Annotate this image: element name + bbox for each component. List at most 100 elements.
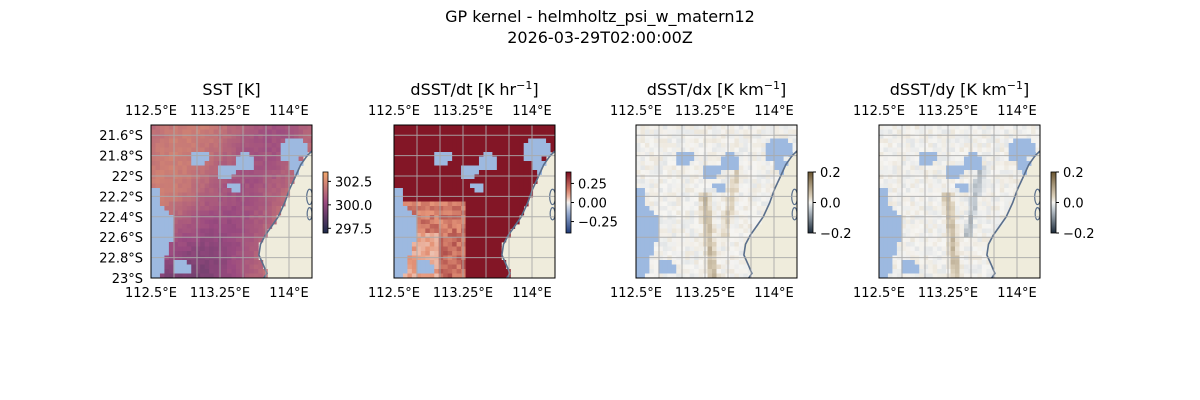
heatmap-cell: [456, 201, 462, 207]
island: [306, 207, 312, 221]
heatmap-cell: [398, 215, 404, 220]
heatmap-cell: [712, 143, 717, 148]
heatmap-cell: [258, 179, 264, 184]
heatmap-cell: [698, 210, 704, 216]
heatmap-cell: [182, 269, 188, 274]
heatmap-cell: [892, 174, 898, 180]
heatmap-cell: [896, 201, 902, 207]
heatmap-cell: [941, 273, 947, 278]
heatmap-cell: [227, 224, 232, 229]
heatmap-cell: [919, 246, 925, 252]
heatmap-cell: [227, 197, 232, 202]
heatmap-cell: [177, 264, 183, 270]
heatmap-cell: [177, 201, 183, 207]
heatmap-cell: [528, 138, 534, 144]
heatmap-cell: [209, 210, 215, 216]
heatmap-cell: [680, 192, 686, 198]
heatmap-cell: [514, 206, 520, 211]
heatmap-cell: [743, 170, 749, 175]
heatmap-cell: [452, 170, 458, 175]
heatmap-cell: [649, 215, 655, 220]
heatmap-cell: [443, 179, 449, 184]
heatmap-cell: [173, 228, 179, 234]
heatmap-cell: [738, 224, 744, 229]
heatmap-cell: [394, 174, 399, 180]
heatmap-cell: [411, 143, 417, 148]
heatmap-cell: [478, 206, 484, 211]
heatmap-cell: [658, 237, 664, 243]
heatmap-cell: [963, 260, 969, 265]
heatmap-cell: [928, 174, 934, 180]
heatmap-cell: [694, 161, 700, 166]
heatmap-cell: [640, 161, 646, 166]
heatmap-cell: [716, 233, 722, 238]
heatmap-cell: [729, 174, 735, 180]
heatmap-cell: [402, 161, 408, 166]
heatmap-cell: [244, 134, 250, 139]
heatmap-cell: [151, 273, 156, 278]
heatmap-cell: [667, 273, 673, 278]
heatmap-cell: [986, 165, 992, 171]
heatmap-cell: [186, 143, 192, 148]
heatmap-cell: [950, 269, 956, 274]
heatmap-cell: [1013, 156, 1019, 162]
heatmap-cell: [883, 233, 889, 238]
heatmap-cell: [523, 183, 529, 189]
heatmap-cell: [519, 129, 525, 135]
heatmap-cell: [191, 192, 197, 198]
heatmap-cell: [981, 269, 987, 274]
heatmap-cell: [1013, 183, 1019, 189]
x-tick-label-top: 112.5°E: [610, 104, 662, 119]
heatmap-cell: [676, 233, 682, 238]
heatmap-cell: [703, 129, 708, 135]
heatmap-cell: [986, 188, 992, 193]
heatmap-cell: [177, 233, 183, 238]
heatmap-cell: [972, 210, 978, 216]
heatmap-cell: [977, 246, 983, 252]
heatmap-cell: [398, 273, 404, 278]
heatmap-cell: [720, 201, 726, 207]
heatmap-cell: [995, 129, 1001, 135]
heatmap-cell: [447, 228, 453, 234]
heatmap-cell: [716, 192, 722, 198]
heatmap-cell: [434, 219, 440, 225]
heatmap-cell: [253, 165, 259, 171]
heatmap-cell: [658, 197, 664, 202]
colorbar-tick-label: 0.25: [578, 177, 607, 192]
heatmap-cell: [168, 206, 174, 211]
heatmap-cell: [191, 138, 197, 144]
heatmap-cell: [963, 129, 969, 135]
heatmap-cell: [883, 129, 889, 135]
heatmap-cell: [200, 165, 206, 171]
heatmap-cell: [644, 273, 650, 278]
heatmap-cell: [204, 264, 210, 270]
heatmap-cell: [416, 269, 422, 274]
heatmap-cell: [923, 201, 929, 207]
heatmap-cell: [923, 242, 929, 247]
heatmap-cell: [155, 161, 161, 166]
heatmap-cell: [231, 264, 237, 270]
heatmap-cell: [416, 206, 422, 211]
heatmap-cell: [887, 201, 893, 207]
heatmap-cell: [398, 147, 404, 153]
heatmap-cell: [905, 260, 911, 265]
heatmap-cell: [267, 125, 273, 130]
heatmap-cell: [756, 152, 762, 157]
x-tick-label-top: 113.25°E: [918, 104, 978, 119]
heatmap-cell: [955, 152, 960, 157]
x-tick-label-top: 112.5°E: [125, 104, 177, 119]
heatmap-cell: [765, 134, 771, 139]
heatmap-cell: [649, 134, 655, 139]
heatmap-cell: [662, 134, 668, 139]
heatmap-cell: [470, 197, 475, 202]
heatmap-cell: [218, 251, 223, 256]
heatmap-cell: [456, 143, 462, 148]
heatmap-cell: [280, 156, 286, 162]
heatmap-cell: [222, 210, 228, 216]
heatmap-cell: [896, 165, 902, 171]
heatmap-cell: [398, 156, 404, 162]
heatmap-cell: [267, 152, 273, 157]
heatmap-cell: [955, 233, 960, 238]
heatmap-cell: [182, 273, 188, 278]
heatmap-cell: [402, 192, 408, 198]
